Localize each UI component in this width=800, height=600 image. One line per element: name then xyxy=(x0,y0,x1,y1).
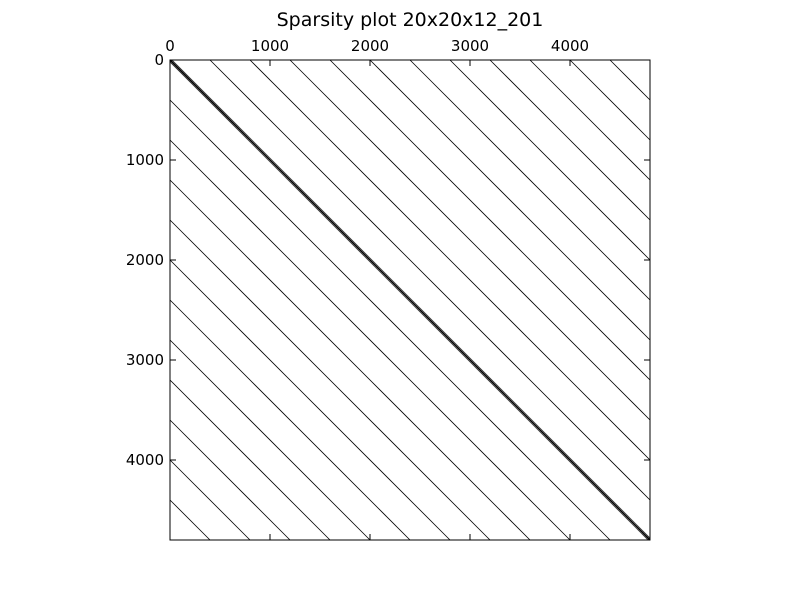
near-diagonal-band-1 xyxy=(169,59,651,541)
diagonal-band-3600 xyxy=(529,59,651,181)
diagonal-band-1200 xyxy=(289,59,651,421)
diagonal-band-4000 xyxy=(569,59,651,141)
y-tick-label: 1000 xyxy=(126,151,164,169)
diagonal-band--4400 xyxy=(169,499,211,541)
diagonal-band-4400 xyxy=(609,59,651,101)
diagonal-band-2800 xyxy=(449,59,651,261)
y-tick-label: 0 xyxy=(154,51,164,69)
diagonal-band-1600 xyxy=(329,59,651,381)
near-diagonal-band--20 xyxy=(169,61,649,541)
diagonal-band--1200 xyxy=(169,179,531,541)
diagonal-band-3200 xyxy=(489,59,651,221)
chart-title: Sparsity plot 20x20x12_201 xyxy=(276,9,544,31)
diagonal-band--4000 xyxy=(169,459,251,541)
diagonal-band--3600 xyxy=(169,419,291,541)
axis-ticks: 0 1000 2000 3000 4000 0 1000 2000 3000 4000 xyxy=(126,37,650,540)
diagonal-band--800 xyxy=(169,139,571,541)
diagonal-band--400 xyxy=(169,99,611,541)
nonzero-diagonals xyxy=(169,59,651,541)
diagonal-band--2400 xyxy=(169,299,411,541)
x-tick-label: 4000 xyxy=(551,37,589,55)
near-diagonal-band-20 xyxy=(171,59,651,539)
diagonal-band-400 xyxy=(209,59,651,501)
diagonal-band--1600 xyxy=(169,219,491,541)
y-tick-label: 3000 xyxy=(126,351,164,369)
y-tick-label: 2000 xyxy=(126,251,164,269)
x-tick-label: 1000 xyxy=(251,37,289,55)
y-tick-label: 4000 xyxy=(126,451,164,469)
diagonal-band--2800 xyxy=(169,339,371,541)
x-tick-label: 2000 xyxy=(351,37,389,55)
diagonal-band--2000 xyxy=(169,259,451,541)
plot-frame xyxy=(169,59,651,541)
x-tick-label: 3000 xyxy=(451,37,489,55)
diagonal-band-800 xyxy=(249,59,651,461)
diagonal-band-2000 xyxy=(369,59,651,341)
diagonal-band--3200 xyxy=(169,379,331,541)
x-tick-label: 0 xyxy=(165,37,175,55)
diagonal-band-2400 xyxy=(409,59,651,301)
plot-frame-rect xyxy=(169,59,651,541)
